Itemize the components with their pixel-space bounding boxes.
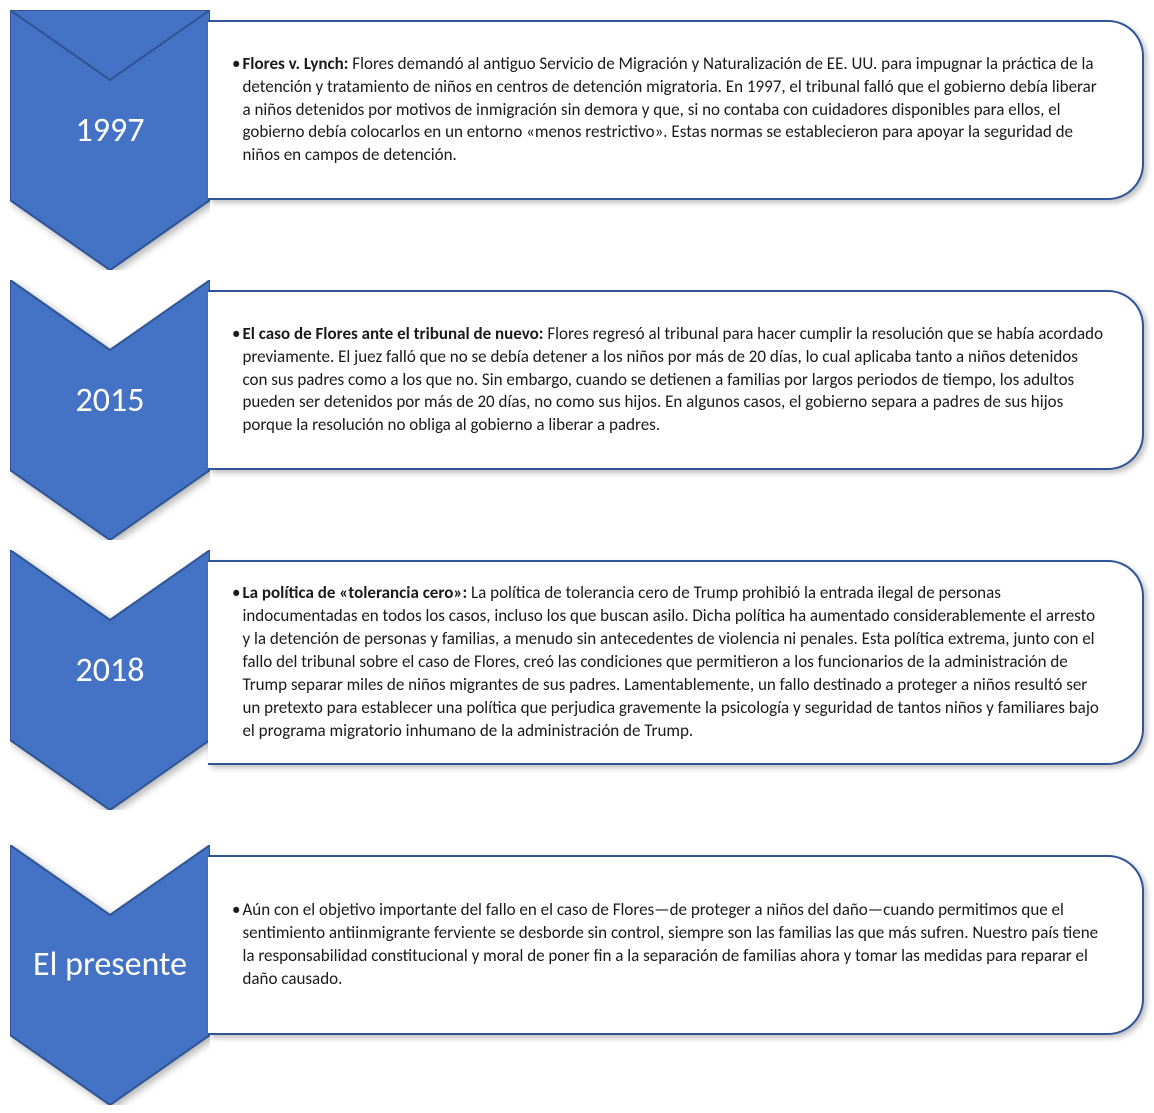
content-text: • Aún con el objetivo importante del fal…: [232, 899, 1106, 991]
entry-title: La política de «tolerancia cero»:: [242, 582, 467, 603]
bullet-icon: •: [232, 582, 240, 743]
timeline-row: 2015 • El caso de Flores ante el tribuna…: [10, 280, 1144, 520]
entry-body: Flores demandó al antiguo Servicio de Mi…: [242, 53, 1096, 166]
timeline-row: 2018 • La política de «tolerancia cero»:…: [10, 550, 1144, 815]
content-text: • El caso de Flores ante el tribunal de …: [232, 323, 1106, 438]
timeline-row: 1997 • Flores v. Lynch: Flores demandó a…: [10, 10, 1144, 250]
entry-body: Aún con el objetivo importante del fallo…: [242, 899, 1098, 989]
chevron-label: 1997: [10, 10, 210, 210]
entry-title: Flores v. Lynch:: [242, 53, 348, 74]
chevron-shape: 1997: [10, 10, 210, 250]
chevron-label: 2015: [10, 280, 210, 480]
content-box: • Aún con el objetivo importante del fal…: [208, 855, 1144, 1035]
bullet-icon: •: [232, 53, 240, 168]
entry-body: La política de tolerancia cero de Trump …: [242, 582, 1098, 741]
chevron-label: El presente: [10, 845, 210, 1045]
timeline: 1997 • Flores v. Lynch: Flores demandó a…: [10, 10, 1144, 1085]
timeline-row: El presente • Aún con el objetivo import…: [10, 845, 1144, 1085]
content-text: • Flores v. Lynch: Flores demandó al ant…: [232, 53, 1106, 168]
chevron-shape: El presente: [10, 845, 210, 1085]
content-box: • La política de «tolerancia cero»: La p…: [208, 560, 1144, 765]
content-box: • El caso de Flores ante el tribunal de …: [208, 290, 1144, 470]
chevron-shape: 2015: [10, 280, 210, 520]
chevron-shape: 2018: [10, 550, 210, 815]
content-text: • La política de «tolerancia cero»: La p…: [232, 582, 1106, 743]
entry-title: El caso de Flores ante el tribunal de nu…: [242, 323, 543, 344]
content-box: • Flores v. Lynch: Flores demandó al ant…: [208, 20, 1144, 200]
chevron-label: 2018: [10, 550, 210, 750]
bullet-icon: •: [232, 323, 240, 438]
bullet-icon: •: [232, 899, 240, 991]
